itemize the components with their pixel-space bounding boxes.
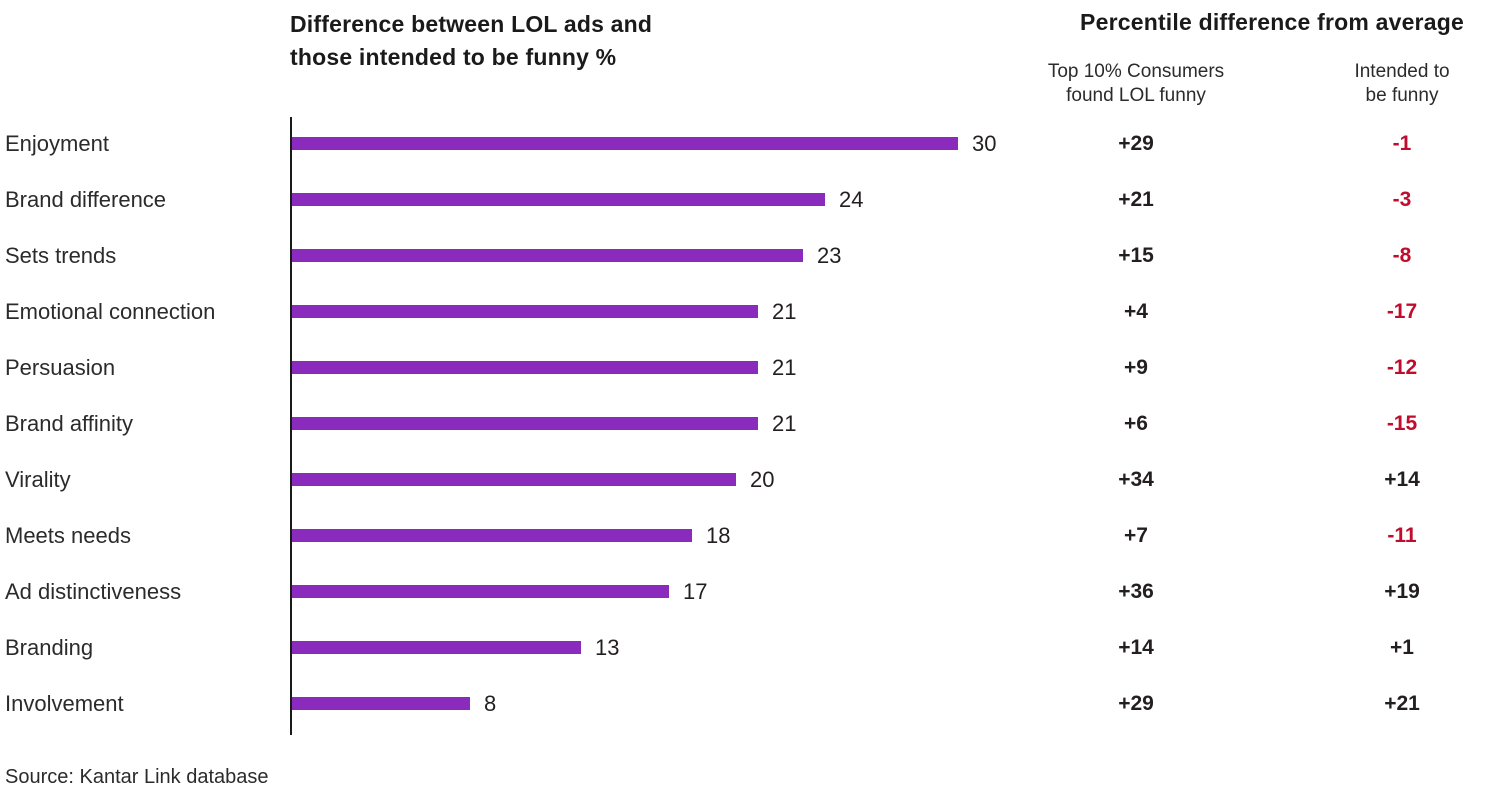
col-top10-value: +15 bbox=[1118, 244, 1154, 267]
col-top10-value: +6 bbox=[1124, 412, 1148, 435]
bar bbox=[292, 305, 758, 318]
chart-row: Enjoyment 30 +29 -1 bbox=[0, 116, 1500, 172]
column-header-top10-line1: Top 10% Consumers bbox=[1047, 61, 1225, 82]
column-header-intended-line1: Intended to bbox=[1354, 61, 1450, 82]
chart-row: Meets needs 18 +7 -11 bbox=[0, 508, 1500, 564]
col-top10-value: +9 bbox=[1124, 356, 1148, 379]
y-axis-line bbox=[290, 117, 292, 735]
bar bbox=[292, 585, 669, 598]
chart-row: Brand difference 24 +21 -3 bbox=[0, 172, 1500, 228]
bar-value: 30 bbox=[972, 131, 997, 156]
category-label: Ad distinctiveness bbox=[5, 579, 182, 604]
col-top10-value: +21 bbox=[1118, 188, 1154, 211]
category-label: Virality bbox=[5, 467, 71, 492]
source-note: Source: Kantar Link database bbox=[5, 766, 269, 788]
category-label: Involvement bbox=[5, 691, 124, 716]
chart-title-line2: those intended to be funny % bbox=[290, 44, 617, 70]
col-top10-value: +36 bbox=[1118, 580, 1154, 603]
col-intended-value: -15 bbox=[1386, 412, 1418, 435]
category-label: Brand difference bbox=[5, 187, 167, 212]
bar bbox=[292, 473, 736, 486]
column-header-intended: Intended to be funny bbox=[1302, 60, 1500, 108]
col-top10-value: +29 bbox=[1118, 692, 1154, 715]
category-label: Brand affinity bbox=[5, 411, 134, 436]
col-top10-value: +4 bbox=[1124, 300, 1148, 323]
col-top10-value: +29 bbox=[1118, 132, 1154, 155]
chart-row: Ad distinctiveness 17 +36 +19 bbox=[0, 564, 1500, 620]
category-label: Meets needs bbox=[5, 523, 131, 548]
col-top10-value: +7 bbox=[1124, 524, 1148, 547]
col-intended-value: +21 bbox=[1384, 692, 1420, 715]
col-intended-value: -8 bbox=[1392, 244, 1412, 267]
category-label: Enjoyment bbox=[5, 131, 109, 156]
col-intended-value: +14 bbox=[1384, 468, 1420, 491]
bar bbox=[292, 529, 692, 542]
category-label: Emotional connection bbox=[5, 299, 216, 324]
chart-row: Virality 20 +34 +14 bbox=[0, 452, 1500, 508]
percentile-table-title: Percentile difference from average bbox=[1080, 9, 1464, 35]
category-label: Persuasion bbox=[5, 355, 116, 380]
column-header-top10-line2: found LOL funny bbox=[1066, 85, 1206, 106]
bar bbox=[292, 193, 825, 206]
bar bbox=[292, 641, 581, 654]
bar-value: 24 bbox=[839, 187, 864, 212]
bar bbox=[292, 697, 470, 710]
bar-value: 20 bbox=[750, 467, 775, 492]
chart-row: Persuasion 21 +9 -12 bbox=[0, 340, 1500, 396]
column-header-top10: Top 10% Consumers found LOL funny bbox=[1026, 60, 1246, 108]
bar-value: 21 bbox=[772, 411, 797, 436]
col-intended-value: -1 bbox=[1392, 132, 1412, 155]
col-intended-value: -3 bbox=[1392, 188, 1412, 211]
bar bbox=[292, 361, 758, 374]
column-header-intended-line2: be funny bbox=[1365, 85, 1439, 106]
col-intended-value: +19 bbox=[1384, 580, 1420, 603]
chart-row: Sets trends 23 +15 -8 bbox=[0, 228, 1500, 284]
bar-value: 18 bbox=[706, 523, 731, 548]
col-top10-value: +34 bbox=[1118, 468, 1154, 491]
bar-value: 23 bbox=[817, 243, 842, 268]
col-intended-value: -17 bbox=[1386, 300, 1418, 323]
bar bbox=[292, 137, 958, 150]
bar-value: 17 bbox=[683, 579, 708, 604]
chart-row: Emotional connection 21 +4 -17 bbox=[0, 284, 1500, 340]
bar-value: 13 bbox=[595, 635, 620, 660]
bar bbox=[292, 417, 758, 430]
chart-row: Brand affinity 21 +6 -15 bbox=[0, 396, 1500, 452]
category-label: Sets trends bbox=[5, 243, 117, 268]
bar-value: 21 bbox=[772, 299, 797, 324]
chart-title-line1: Difference between LOL ads and bbox=[290, 11, 653, 37]
category-label: Branding bbox=[5, 635, 94, 660]
chart-row: Involvement 8 +29 +21 bbox=[0, 676, 1500, 732]
bar-value: 8 bbox=[484, 691, 497, 716]
col-intended-value: -11 bbox=[1387, 524, 1417, 547]
col-intended-value: -12 bbox=[1386, 356, 1418, 379]
chart-row: Branding 13 +14 +1 bbox=[0, 620, 1500, 676]
col-intended-value: +1 bbox=[1390, 636, 1414, 659]
bar-value: 21 bbox=[772, 355, 797, 380]
chart-title: Difference between LOL ads and those int… bbox=[290, 8, 652, 74]
bar bbox=[292, 249, 803, 262]
col-top10-value: +14 bbox=[1118, 636, 1154, 659]
